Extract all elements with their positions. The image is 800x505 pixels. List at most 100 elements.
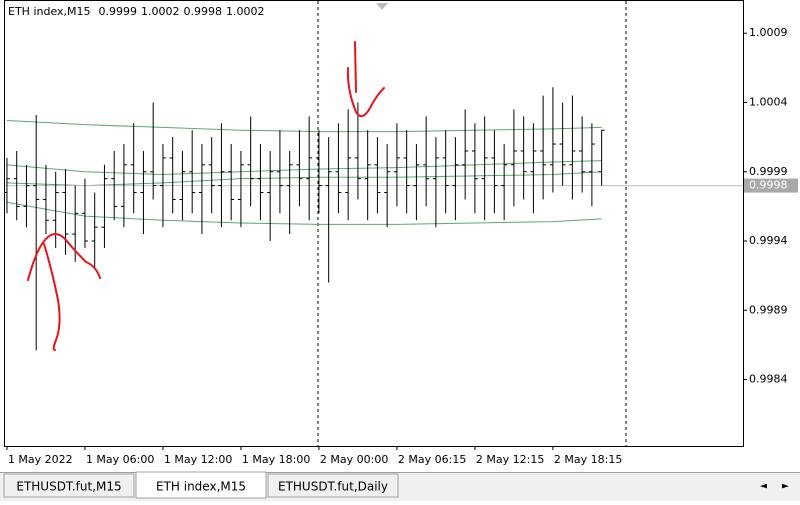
header-value: 1.0002: [226, 5, 265, 18]
ohlc-bar: [52, 171, 59, 248]
header-value: 0.9998: [184, 5, 223, 18]
x-tick-label: 1 May 12:00: [164, 453, 232, 466]
ohlc-bar: [540, 95, 547, 200]
hand-annotations: [27, 41, 385, 351]
x-tick-label: 2 May 18:15: [554, 453, 622, 466]
ohlc-bar: [462, 109, 469, 200]
ohlc-bar: [374, 137, 381, 214]
ohlc-bar: [81, 178, 88, 248]
ohlc-bar: [150, 102, 157, 200]
ohlc-bar: [588, 123, 595, 207]
ohlc-bar: [276, 130, 283, 214]
ohlc-bar: [267, 150, 274, 242]
ohlc-bar: [325, 137, 332, 283]
ohlc-bar: [393, 123, 400, 207]
ohlc-bar: [520, 116, 527, 200]
ohlc-bar: [198, 144, 205, 235]
ohlc-bar: [432, 137, 439, 228]
ohlc-bar: [579, 116, 586, 193]
scroll-left[interactable]: ◄: [760, 482, 767, 492]
header-value: 0.9999: [99, 5, 138, 18]
ohlc-bar: [315, 130, 322, 214]
x-tick-label: 1 May 06:00: [86, 453, 154, 466]
chart-title: ETH index,M15: [8, 5, 91, 18]
y-tick-label: 0.9999: [749, 165, 788, 178]
x-tick-label: 2 May 12:15: [476, 453, 544, 466]
x-tick-label: 2 May 00:00: [320, 453, 388, 466]
y-tick-label: 0.9989: [749, 303, 788, 316]
ohlc-bar: [33, 114, 40, 351]
ohlc-bar: [598, 129, 605, 186]
tab-label[interactable]: ETHUSDT.fut,M15: [16, 480, 121, 494]
y-tick-label: 0.9984: [749, 373, 788, 386]
ohlc-bar: [120, 144, 127, 228]
ohlc-bar: [413, 144, 420, 221]
ohlc-bar: [530, 123, 537, 214]
ohlc-bar: [306, 116, 313, 221]
ohlc-bar: [247, 116, 254, 207]
x-tick-label: 1 May 18:00: [242, 453, 310, 466]
ohlc-bar: [169, 137, 176, 214]
ohlc-bar: [218, 123, 225, 228]
ohlc-bar: [111, 150, 118, 221]
envelope-line: [6, 201, 602, 225]
tab[interactable]: [267, 473, 399, 498]
ohlc-bar: [549, 87, 556, 193]
ohlc-bar: [101, 164, 108, 248]
ohlc-bar: [72, 185, 79, 262]
y-tick-label: 1.0004: [749, 95, 788, 108]
y-tick-label: 1.0009: [749, 26, 788, 39]
annotation-arrow: [354, 41, 357, 93]
ohlc-bar: [237, 150, 244, 228]
ohlc-bar: [3, 157, 10, 214]
plot-frame: [4, 0, 744, 447]
ohlc-bar: [130, 123, 137, 214]
ohlc-bar: [228, 144, 235, 221]
chart-header: ETH index,M15 0.9999 1.0002 0.9998 1.0002: [8, 5, 265, 18]
ohlc-bar: [257, 144, 264, 221]
tab-label[interactable]: ETH index,M15: [156, 480, 246, 494]
ohlc-bar: [42, 164, 49, 235]
ohlc-bar: [208, 137, 215, 214]
ohlc-bar: [384, 144, 391, 228]
annotation-curve: [27, 233, 101, 281]
ohlc-bar: [559, 102, 566, 186]
tab-label[interactable]: ETHUSDT.fut,Daily: [278, 480, 388, 494]
ohlc-bar: [140, 150, 147, 235]
y-tick-label: 0.9994: [749, 234, 788, 247]
ohlc-bar: [91, 192, 98, 269]
current-price-box: [744, 178, 798, 193]
ohlc-bar: [471, 123, 478, 214]
tab-active[interactable]: [135, 471, 267, 499]
ohlc-bar: [189, 130, 196, 214]
ohlc-bar: [296, 130, 303, 207]
ohlc-bar: [23, 164, 30, 228]
ohlc-bar: [159, 144, 166, 228]
scroll-right[interactable]: ►: [782, 482, 789, 492]
ohlc-bar: [286, 150, 293, 235]
header-value: 1.0002: [141, 5, 180, 18]
tab[interactable]: [3, 473, 135, 498]
ohlc-bar: [491, 130, 498, 214]
ohlc-bar: [423, 116, 430, 207]
ohlc-bar: [354, 102, 361, 200]
ohlc-bar: [501, 144, 508, 221]
current-price-label: 0.9998: [749, 179, 788, 192]
x-tick-label: 1 May 2022: [8, 453, 73, 466]
x-tick-label: 2 May 06:15: [398, 453, 466, 466]
ohlc-bar: [179, 150, 186, 221]
ohlc-bar: [345, 109, 352, 221]
ohlc-bar: [403, 130, 410, 214]
ohlc-bar: [452, 137, 459, 221]
ohlc-bar: [335, 123, 342, 214]
ohlc-bar: [364, 130, 371, 221]
annotation-arrow-head: [346, 67, 385, 118]
ohlc-bar: [510, 109, 517, 207]
ohlc-bar: [442, 130, 449, 214]
shift-marker[interactable]: [376, 3, 388, 10]
ohlc-bar: [569, 95, 576, 200]
ohlc-bar: [481, 116, 488, 221]
annotation-arrow: [43, 243, 61, 351]
